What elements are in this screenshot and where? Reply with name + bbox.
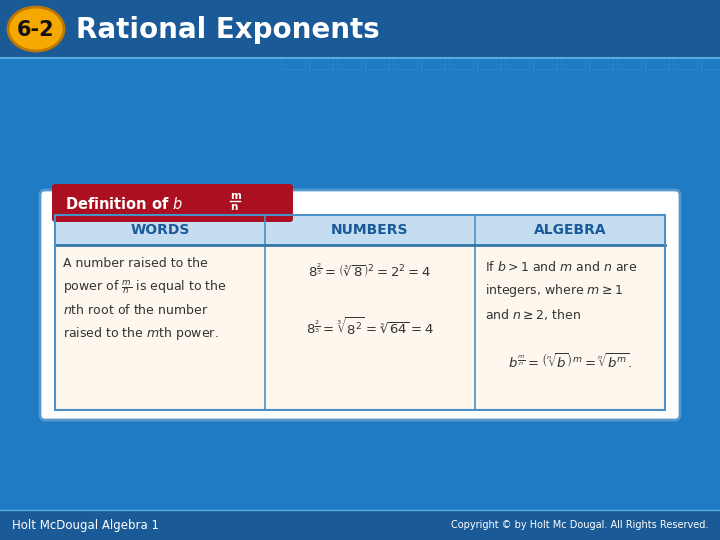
Text: WORDS: WORDS bbox=[130, 223, 189, 237]
FancyBboxPatch shape bbox=[0, 510, 720, 540]
Ellipse shape bbox=[8, 7, 64, 51]
Text: $b^{\frac{m}{n}} = \left(\sqrt[n]{b}\right)^m = \sqrt[n]{b^m}.$: $b^{\frac{m}{n}} = \left(\sqrt[n]{b}\rig… bbox=[508, 352, 632, 371]
Text: Holt McDougal Algebra 1: Holt McDougal Algebra 1 bbox=[12, 518, 159, 531]
Text: 6-2: 6-2 bbox=[17, 20, 55, 40]
FancyBboxPatch shape bbox=[52, 184, 293, 222]
FancyBboxPatch shape bbox=[0, 0, 720, 58]
Text: n: n bbox=[230, 202, 238, 212]
FancyBboxPatch shape bbox=[55, 215, 665, 245]
FancyBboxPatch shape bbox=[55, 215, 665, 410]
Text: $8^{\frac{2}{3}} = \left(\sqrt[3]{8}\right)^2 = 2^2 = 4$: $8^{\frac{2}{3}} = \left(\sqrt[3]{8}\rig… bbox=[308, 262, 431, 280]
Text: m: m bbox=[230, 191, 241, 201]
Text: $8^{\frac{2}{3}} = \sqrt[3]{8^2} = \sqrt[3]{64} = 4$: $8^{\frac{2}{3}} = \sqrt[3]{8^2} = \sqrt… bbox=[306, 317, 434, 338]
Text: Copyright © by Holt Mc Dougal. All Rights Reserved.: Copyright © by Holt Mc Dougal. All Right… bbox=[451, 520, 708, 530]
Text: Rational Exponents: Rational Exponents bbox=[76, 16, 379, 44]
Text: ALGEBRA: ALGEBRA bbox=[534, 223, 606, 237]
FancyBboxPatch shape bbox=[40, 190, 680, 420]
Text: Definition of $b$: Definition of $b$ bbox=[65, 196, 184, 212]
Text: If $b > 1$ and $m$ and $n$ are
integers, where $m \geq 1$
and $n \geq 2$, then: If $b > 1$ and $m$ and $n$ are integers,… bbox=[485, 260, 637, 322]
Text: NUMBERS: NUMBERS bbox=[331, 223, 409, 237]
Text: A number raised to the
power of $\frac{m}{n}$ is equal to the
$n$th root of the : A number raised to the power of $\frac{m… bbox=[63, 257, 227, 342]
